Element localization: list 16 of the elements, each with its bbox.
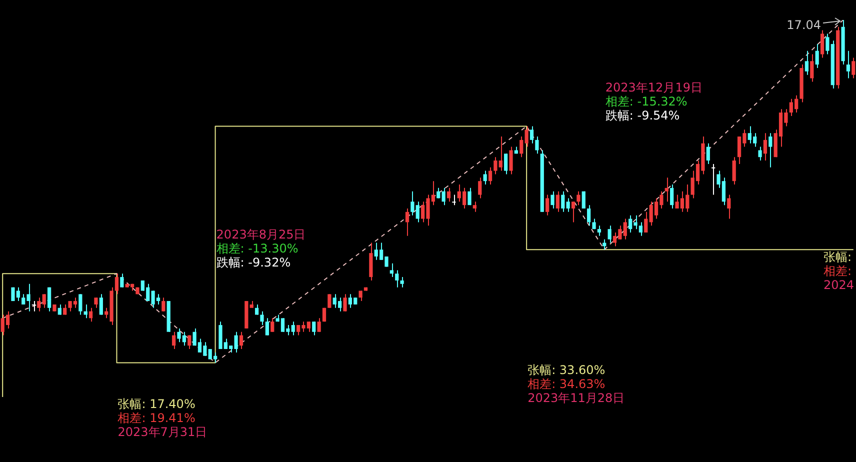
annotation: 17.04 [786, 18, 822, 32]
text: 张幅: 17.40% [118, 397, 196, 412]
annotation: 2023年8月25日 [216, 228, 306, 242]
annotation: 2023年12月19日 [605, 80, 702, 94]
annotation: 张幅: [823, 250, 852, 264]
text: 2023年11月28日 [528, 390, 625, 405]
text: 相差: 34.63% [528, 376, 606, 391]
annotation: 相差: -13.30% [216, 242, 298, 256]
annotation: 2024 [823, 278, 854, 292]
annotation: 相差: [823, 264, 852, 278]
text: 相差: 19.41% [118, 411, 196, 426]
text: 2023年7月31日 [118, 425, 208, 440]
annotation: 相差: -15.32% [605, 94, 688, 108]
text: 张幅: 33.60% [528, 362, 606, 377]
annotation: 跌幅: -9.32% [216, 256, 291, 270]
annotation: 跌幅: -9.54% [605, 108, 680, 122]
